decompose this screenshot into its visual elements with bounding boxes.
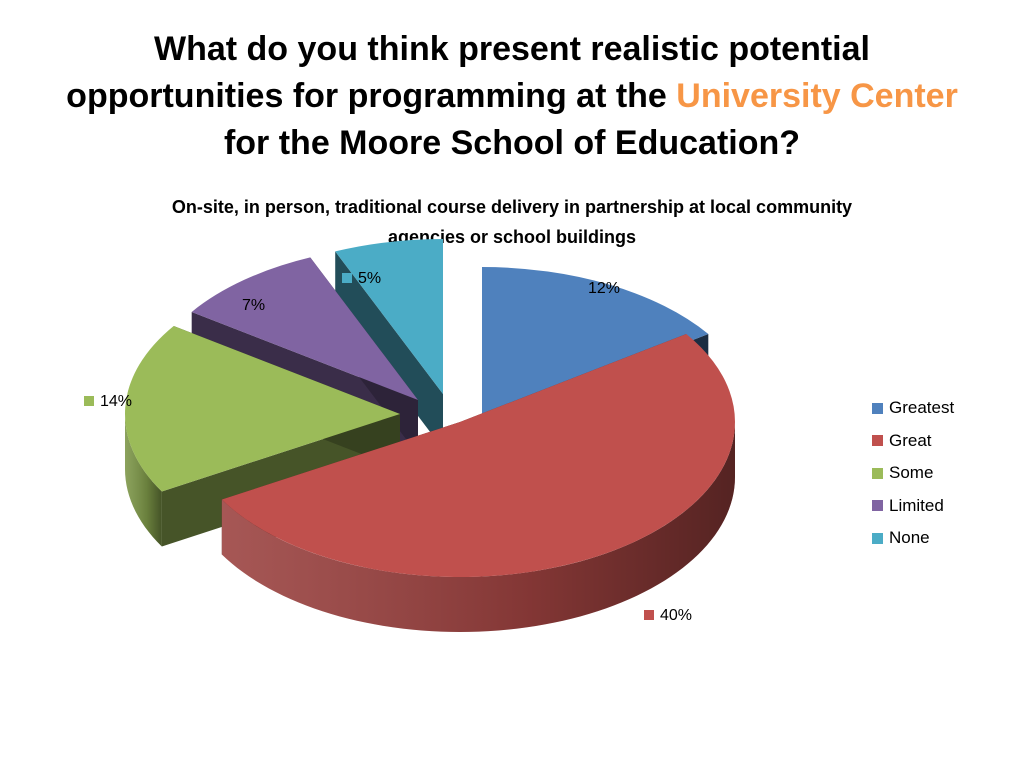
slide-title: What do you think present realistic pote…: [60, 26, 964, 167]
data-label-greatest: 12%: [572, 280, 620, 297]
pie-slice-top: [335, 239, 443, 394]
legend-swatch: [872, 532, 883, 544]
legend-label: Greatest: [889, 398, 955, 418]
legend-item-none: None: [872, 522, 954, 555]
data-label-marker: [226, 300, 236, 310]
data-label-marker: [644, 610, 654, 620]
legend-label: Limited: [889, 495, 944, 515]
data-label-marker: [572, 283, 582, 293]
legend-swatch: [872, 402, 883, 414]
legend-label: Great: [889, 430, 932, 450]
data-labels: 12% 40% 14% 7% 5%: [84, 270, 692, 624]
data-label-some: 14%: [84, 393, 132, 410]
legend-item-some: Some: [872, 457, 954, 490]
pie-slice-top: [482, 267, 709, 422]
data-label-text: 7%: [242, 297, 265, 314]
legend-item-greatest: Greatest: [872, 392, 954, 425]
data-label-none: 5%: [342, 270, 381, 287]
pie-slice-some: [125, 325, 401, 547]
pie-slices: [125, 239, 736, 632]
legend-item-limited: Limited: [872, 490, 954, 523]
pie-slice-wall: [161, 414, 400, 547]
chart-title: On-site, in person, traditional course d…: [171, 197, 853, 247]
title-accent-text: University Center: [676, 77, 958, 115]
chart-legend: Greatest Great Some Limited None: [872, 392, 954, 555]
data-label-text: 14%: [100, 393, 132, 410]
title-text-part1: What do you think present realistic pote…: [66, 30, 870, 115]
data-label-great: 40%: [644, 607, 692, 624]
pie-slice-great: [221, 333, 736, 632]
pie-slice-top: [125, 325, 401, 492]
title-text-part2: for the Moore School of Education?: [223, 124, 801, 162]
data-label-text: 40%: [660, 607, 692, 624]
pie-slice-top: [191, 257, 418, 400]
legend-label: Some: [889, 463, 934, 483]
data-label-limited: 7%: [226, 297, 265, 314]
data-label-text: 5%: [358, 270, 381, 287]
legend-swatch: [872, 467, 883, 479]
pie-slice-side-shade: [221, 422, 735, 632]
pie-slice-side-shade: [125, 414, 162, 547]
data-label-marker: [84, 396, 94, 406]
legend-item-great: Great: [872, 425, 954, 458]
data-label-marker: [342, 273, 352, 283]
data-label-text: 12%: [588, 280, 620, 297]
legend-swatch: [872, 435, 883, 447]
pie-slice-top: [221, 333, 736, 577]
legend-swatch: [872, 500, 883, 512]
legend-label: None: [889, 528, 930, 548]
